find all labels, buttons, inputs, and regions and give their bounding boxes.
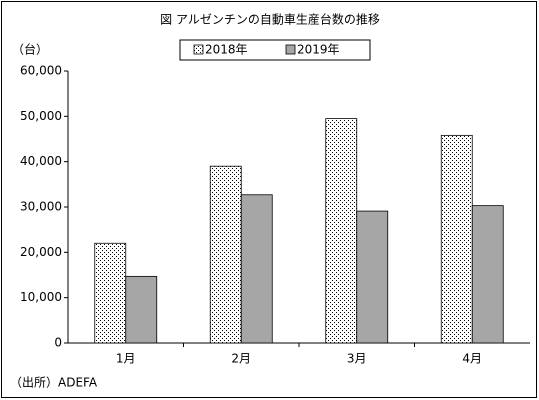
x-tick-label: 3月: [347, 352, 367, 366]
legend-label: 2018年: [205, 43, 248, 57]
bar: [209, 165, 242, 344]
y-tick-label: 10,000: [20, 290, 62, 304]
bar: [240, 194, 273, 344]
legend-box: [179, 39, 371, 61]
x-tick-label: 1月: [116, 352, 136, 366]
source: （出所）ADEFA: [10, 376, 98, 390]
x-tick-label: 2月: [231, 352, 251, 366]
bar: [325, 118, 358, 344]
bar: [440, 134, 473, 344]
bar: [471, 205, 504, 344]
legend-swatch: [285, 44, 296, 55]
y-tick-label: 40,000: [20, 154, 62, 168]
bar: [356, 210, 389, 344]
x-tick-label: 4月: [462, 352, 482, 366]
y-tick-label: 0: [54, 336, 62, 350]
chart-title: 図 アルゼンチンの自動車生産台数の推移: [160, 12, 380, 27]
y-tick-label: 30,000: [20, 200, 62, 214]
legend-label: 2019年: [297, 43, 340, 57]
y-tick-label: 50,000: [20, 109, 62, 123]
y-tick-label: 20,000: [20, 245, 62, 259]
bar: [94, 242, 127, 344]
legend-swatch: [193, 44, 204, 55]
y-tick-label: 60,000: [20, 64, 62, 78]
y-axis-label: （台）: [12, 42, 48, 57]
bar: [125, 275, 158, 344]
